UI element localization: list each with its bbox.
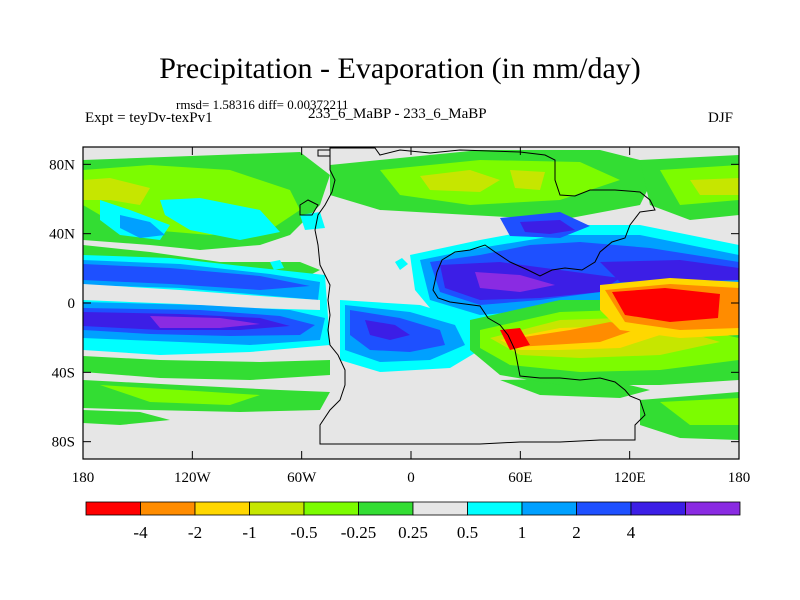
y-tick-label: 40S (52, 365, 75, 381)
field-region (83, 264, 310, 290)
y-tick-label: 80N (49, 157, 75, 173)
y-tick-label: 80S (52, 435, 75, 451)
colorbar-label: 2 (572, 523, 581, 542)
colorbar-swatch (194, 501, 250, 516)
x-tick-label: 180 (72, 470, 95, 486)
field-region (660, 398, 739, 425)
field-region (395, 258, 408, 270)
stats-line: rmsd= 1.58316 diff= 0.00372211 (176, 97, 349, 112)
continent-outline (299, 147, 656, 445)
colorbar-swatch (249, 501, 305, 516)
field-region (600, 260, 739, 282)
chart-title: Precipitation - Evaporation (in mm/day) (159, 52, 641, 85)
field-region (83, 178, 150, 205)
colorbar-swatch (303, 501, 359, 516)
field-region (270, 260, 284, 270)
colorbar-swatch (576, 501, 632, 516)
field-region (690, 178, 739, 195)
y-tick-label: 0 (68, 296, 76, 312)
x-tick-label: 0 (407, 470, 415, 486)
colorbar-label: -1 (242, 523, 256, 542)
x-tick-label: 60W (287, 470, 317, 486)
y-axis: 80N 40N 0 40S 80S (49, 157, 739, 451)
season-label: DJF (708, 110, 734, 126)
colorbar-label: -2 (188, 523, 202, 542)
colorbar-swatch (467, 501, 523, 516)
x-tick-label: 180 (728, 470, 751, 486)
colorbar: -4 -2 -1 -0.5 -0.25 0.25 0.5 1 2 4 (85, 501, 741, 542)
field-region (100, 385, 260, 405)
colorbar-swatch (85, 501, 141, 516)
y-tick-label: 40N (49, 227, 75, 243)
colorbar-label: -0.25 (341, 523, 376, 542)
colorbar-swatch (521, 501, 577, 516)
field-region (612, 288, 720, 322)
field-region (120, 215, 165, 238)
colorbar-label: 4 (627, 523, 636, 542)
field-region (420, 170, 500, 192)
colorbar-label: -4 (133, 523, 148, 542)
field-region (150, 316, 260, 328)
colorbar-swatch (685, 501, 741, 516)
coastline (299, 199, 319, 216)
colorbar-label: 0.5 (457, 523, 478, 542)
colorbar-swatch (630, 501, 686, 516)
experiment-label: Expt = teyDv-texPv1 (85, 110, 213, 126)
colorbar-label: -0.5 (291, 523, 318, 542)
x-tick-label: 120W (174, 470, 212, 486)
field-region (520, 220, 575, 234)
field-region (510, 170, 545, 190)
colorbar-swatch (358, 501, 414, 516)
colorbar-swatch (140, 501, 196, 516)
x-tick-label: 120E (614, 470, 646, 486)
field-region (160, 198, 280, 240)
field-region (475, 272, 555, 292)
field-region (500, 328, 530, 350)
colorbar-label: 0.25 (398, 523, 428, 542)
field-region (83, 356, 330, 380)
x-axis: 180 120W 60W 0 60E 120E 180 (72, 147, 751, 486)
field-region (300, 212, 325, 230)
colorbar-label: 1 (518, 523, 527, 542)
coastline (314, 147, 656, 445)
field-region (365, 320, 410, 340)
field-region (505, 322, 640, 347)
field-region (83, 284, 320, 310)
x-tick-label: 60E (508, 470, 532, 486)
colorbar-swatch (412, 501, 468, 516)
field-region (83, 410, 170, 425)
field-layer (83, 150, 739, 440)
coastline (317, 149, 331, 157)
case-label: 233_6_MaBP - 233_6_MaBP (308, 106, 487, 122)
